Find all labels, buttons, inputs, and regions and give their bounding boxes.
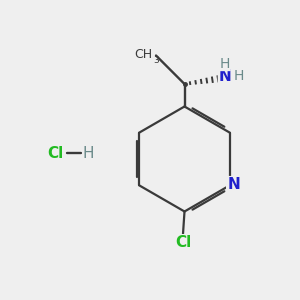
Text: Cl: Cl [47, 146, 64, 160]
Text: Cl: Cl [175, 235, 191, 250]
Text: H: H [220, 57, 230, 70]
Text: H: H [234, 70, 244, 83]
Text: H: H [83, 146, 94, 160]
Text: N: N [219, 69, 231, 84]
Text: N: N [227, 177, 240, 192]
Text: CH: CH [134, 47, 152, 61]
Text: 3: 3 [153, 56, 159, 65]
